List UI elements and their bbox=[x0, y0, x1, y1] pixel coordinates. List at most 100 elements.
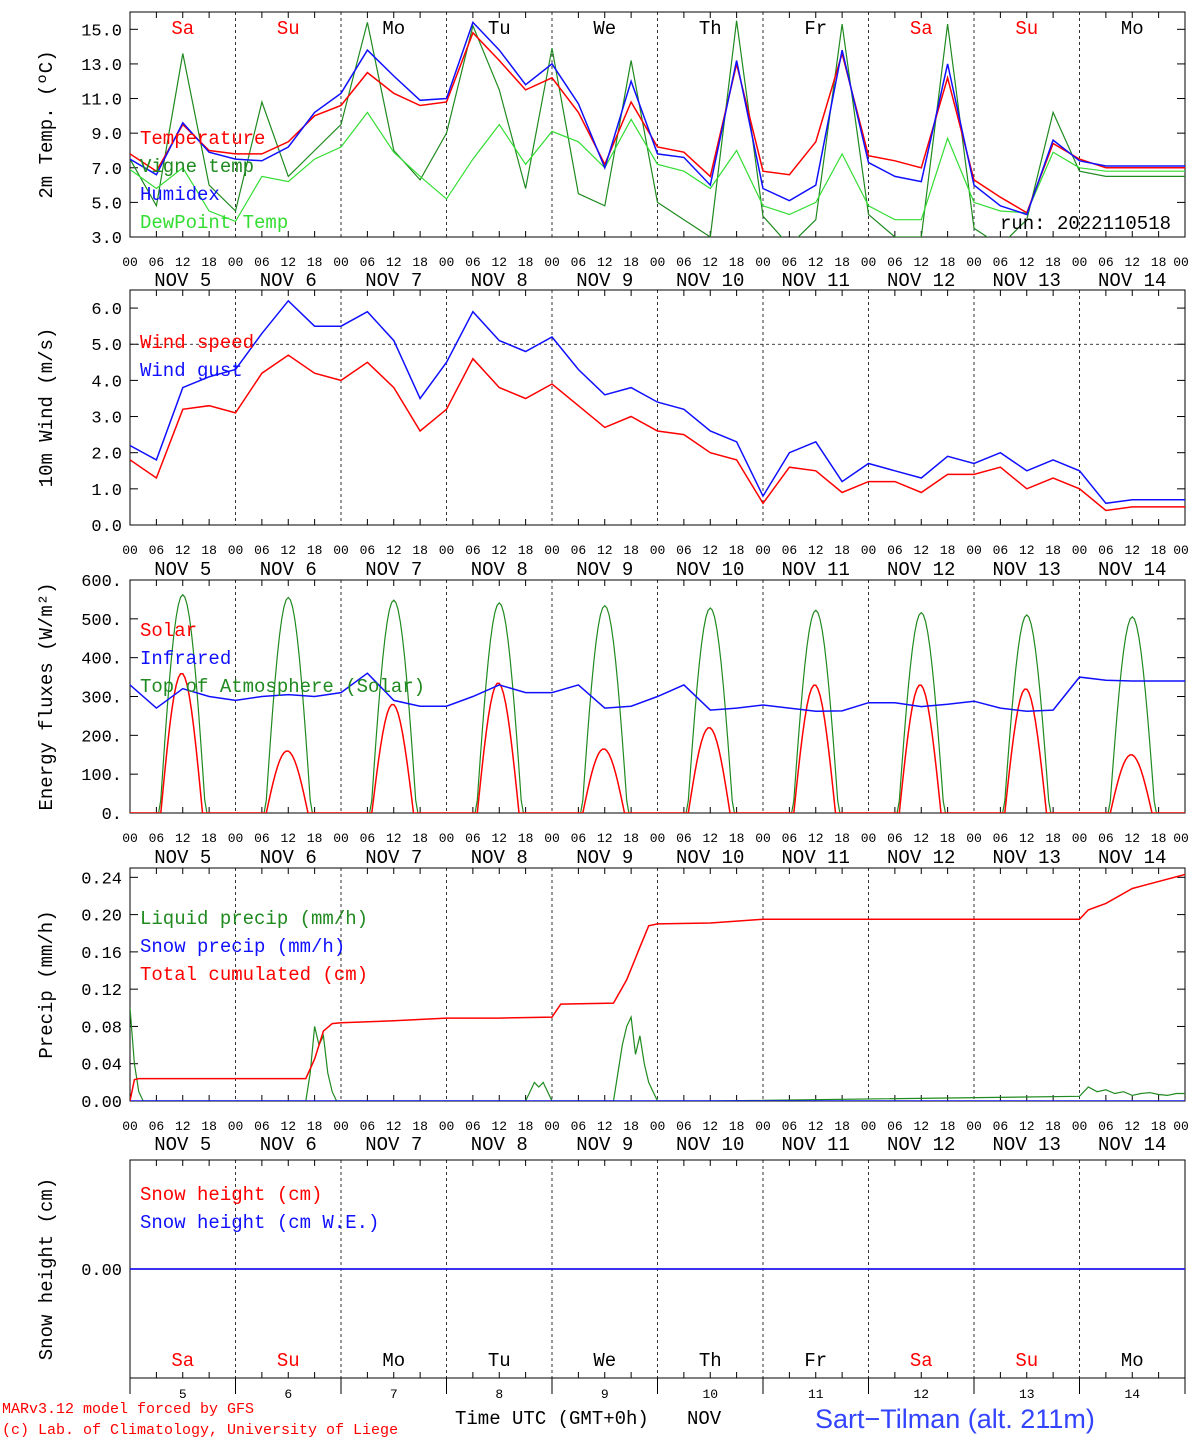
hour-label: 12 bbox=[1124, 1119, 1140, 1134]
date-label: NOV 13 bbox=[993, 559, 1061, 581]
panel-4: 0.00 0.04 0.08 0.12 0.16 0.20 0.24 Precip (mm/h… bbox=[36, 867, 1189, 1156]
hour-label: 12 bbox=[175, 1119, 191, 1134]
hour-label: 12 bbox=[1019, 255, 1035, 270]
hour-label: 00 bbox=[228, 1119, 244, 1134]
hour-label: 06 bbox=[993, 1119, 1009, 1134]
date-label: NOV 12 bbox=[887, 847, 955, 869]
hour-label: 00 bbox=[1072, 543, 1088, 558]
date-label: NOV 8 bbox=[471, 847, 528, 869]
y-tick-label: 6.0 bbox=[91, 301, 122, 320]
hour-label: 00 bbox=[122, 543, 138, 558]
weekday-label: We bbox=[593, 18, 616, 40]
series-line-top-of-atmosphere-solar bbox=[130, 593, 1185, 813]
hour-label: 18 bbox=[518, 255, 534, 270]
panels: 3.0 5.0 7.0 9.0 11.0 13.0 15.0 2m Temp. (ºC) Tem… bbox=[36, 11, 1189, 1402]
hour-label: 18 bbox=[834, 255, 850, 270]
hour-label: 00 bbox=[439, 255, 455, 270]
weekday-label: Su bbox=[277, 1350, 300, 1372]
y-tick-label: 0.08 bbox=[81, 1019, 122, 1038]
hour-label: 12 bbox=[280, 255, 296, 270]
day-number: 6 bbox=[284, 1387, 292, 1402]
hour-label: 06 bbox=[676, 1119, 692, 1134]
y-tick-label: 400. bbox=[81, 651, 122, 670]
hour-label: 18 bbox=[201, 831, 217, 846]
hour-label: 12 bbox=[280, 1119, 296, 1134]
hour-label: 12 bbox=[280, 831, 296, 846]
legend-entry: Total cumulated (cm) bbox=[140, 964, 368, 986]
hour-label: 12 bbox=[702, 255, 718, 270]
hour-label: 18 bbox=[729, 543, 745, 558]
hour-label: 12 bbox=[491, 831, 507, 846]
hour-label: 18 bbox=[307, 255, 323, 270]
y-tick-label: 15.0 bbox=[81, 22, 122, 41]
y-tick-label: 5.0 bbox=[91, 337, 122, 356]
hour-label: 00 bbox=[122, 255, 138, 270]
weekday-label: Su bbox=[1015, 18, 1038, 40]
hour-label: 00 bbox=[861, 1119, 877, 1134]
weekday-label: Sa bbox=[910, 1350, 933, 1372]
date-label: NOV 11 bbox=[782, 847, 850, 869]
date-label: NOV 10 bbox=[676, 1134, 744, 1156]
legend-entry: Snow height (cm W.E.) bbox=[140, 1212, 379, 1234]
weekday-label: Th bbox=[699, 1350, 722, 1372]
hour-label: 18 bbox=[729, 1119, 745, 1134]
date-label: NOV 14 bbox=[1098, 270, 1166, 292]
weekday-label: Mo bbox=[382, 1350, 405, 1372]
date-label: NOV 14 bbox=[1098, 1134, 1166, 1156]
hour-label: 12 bbox=[808, 831, 824, 846]
date-label: NOV 11 bbox=[782, 559, 850, 581]
hour-label: 00 bbox=[755, 1119, 771, 1134]
day-number: 5 bbox=[179, 1387, 187, 1402]
date-label: NOV 13 bbox=[993, 270, 1061, 292]
panel-1: 3.0 5.0 7.0 9.0 11.0 13.0 15.0 2m Temp. (ºC) Tem… bbox=[36, 11, 1189, 292]
y-tick-label: 600. bbox=[81, 573, 122, 592]
hour-label: 00 bbox=[1072, 831, 1088, 846]
date-label: NOV 12 bbox=[887, 559, 955, 581]
date-label: NOV 10 bbox=[676, 847, 744, 869]
legend-entry: Snow precip (mm/h) bbox=[140, 936, 345, 958]
hour-label: 12 bbox=[280, 543, 296, 558]
hour-label: 00 bbox=[228, 255, 244, 270]
hour-label: 18 bbox=[623, 255, 639, 270]
hour-label: 00 bbox=[650, 831, 666, 846]
hour-label: 18 bbox=[834, 831, 850, 846]
weekday-label: Tu bbox=[488, 18, 511, 40]
date-label: NOV 8 bbox=[471, 559, 528, 581]
hour-label: 18 bbox=[518, 1119, 534, 1134]
hour-label: 00 bbox=[861, 831, 877, 846]
weekday-label: Su bbox=[277, 18, 300, 40]
legend-entry: Solar bbox=[140, 620, 197, 642]
series-group bbox=[130, 20, 1185, 237]
weekday-label: Mo bbox=[382, 18, 405, 40]
hour-label: 06 bbox=[676, 831, 692, 846]
hour-label: 06 bbox=[254, 543, 270, 558]
weekday-label: Mo bbox=[1121, 1350, 1144, 1372]
series-line-total-cumulated-cm bbox=[130, 873, 1185, 1101]
hour-label: 06 bbox=[782, 1119, 798, 1134]
hour-label: 06 bbox=[993, 255, 1009, 270]
y-tick-label: 300. bbox=[81, 690, 122, 709]
date-label: NOV 5 bbox=[154, 847, 211, 869]
hour-label: 12 bbox=[386, 543, 402, 558]
hour-label: 12 bbox=[702, 831, 718, 846]
date-label: NOV 9 bbox=[576, 270, 633, 292]
hour-label: 06 bbox=[465, 255, 481, 270]
hour-label: 00 bbox=[1173, 831, 1189, 846]
day-number: 8 bbox=[495, 1387, 503, 1402]
y-axis-title: 2m Temp. (ºC) bbox=[36, 50, 58, 198]
y-tick-label: 500. bbox=[81, 612, 122, 631]
weekday-label: Sa bbox=[910, 18, 933, 40]
hour-label: 12 bbox=[913, 543, 929, 558]
series-line-dewpoint-temp bbox=[130, 111, 1185, 223]
hour-label: 00 bbox=[966, 1119, 982, 1134]
hour-label: 06 bbox=[254, 1119, 270, 1134]
hour-label: 18 bbox=[201, 543, 217, 558]
hour-label: 12 bbox=[808, 543, 824, 558]
series-line-wind-gust bbox=[130, 299, 1185, 505]
legend-entry: DewPoint Temp bbox=[140, 212, 288, 234]
hour-label: 18 bbox=[412, 831, 428, 846]
hour-label: 12 bbox=[175, 255, 191, 270]
panel-frame bbox=[129, 11, 1186, 238]
y-axis-title: Snow height (cm) bbox=[36, 1178, 58, 1360]
hour-label: 06 bbox=[887, 1119, 903, 1134]
